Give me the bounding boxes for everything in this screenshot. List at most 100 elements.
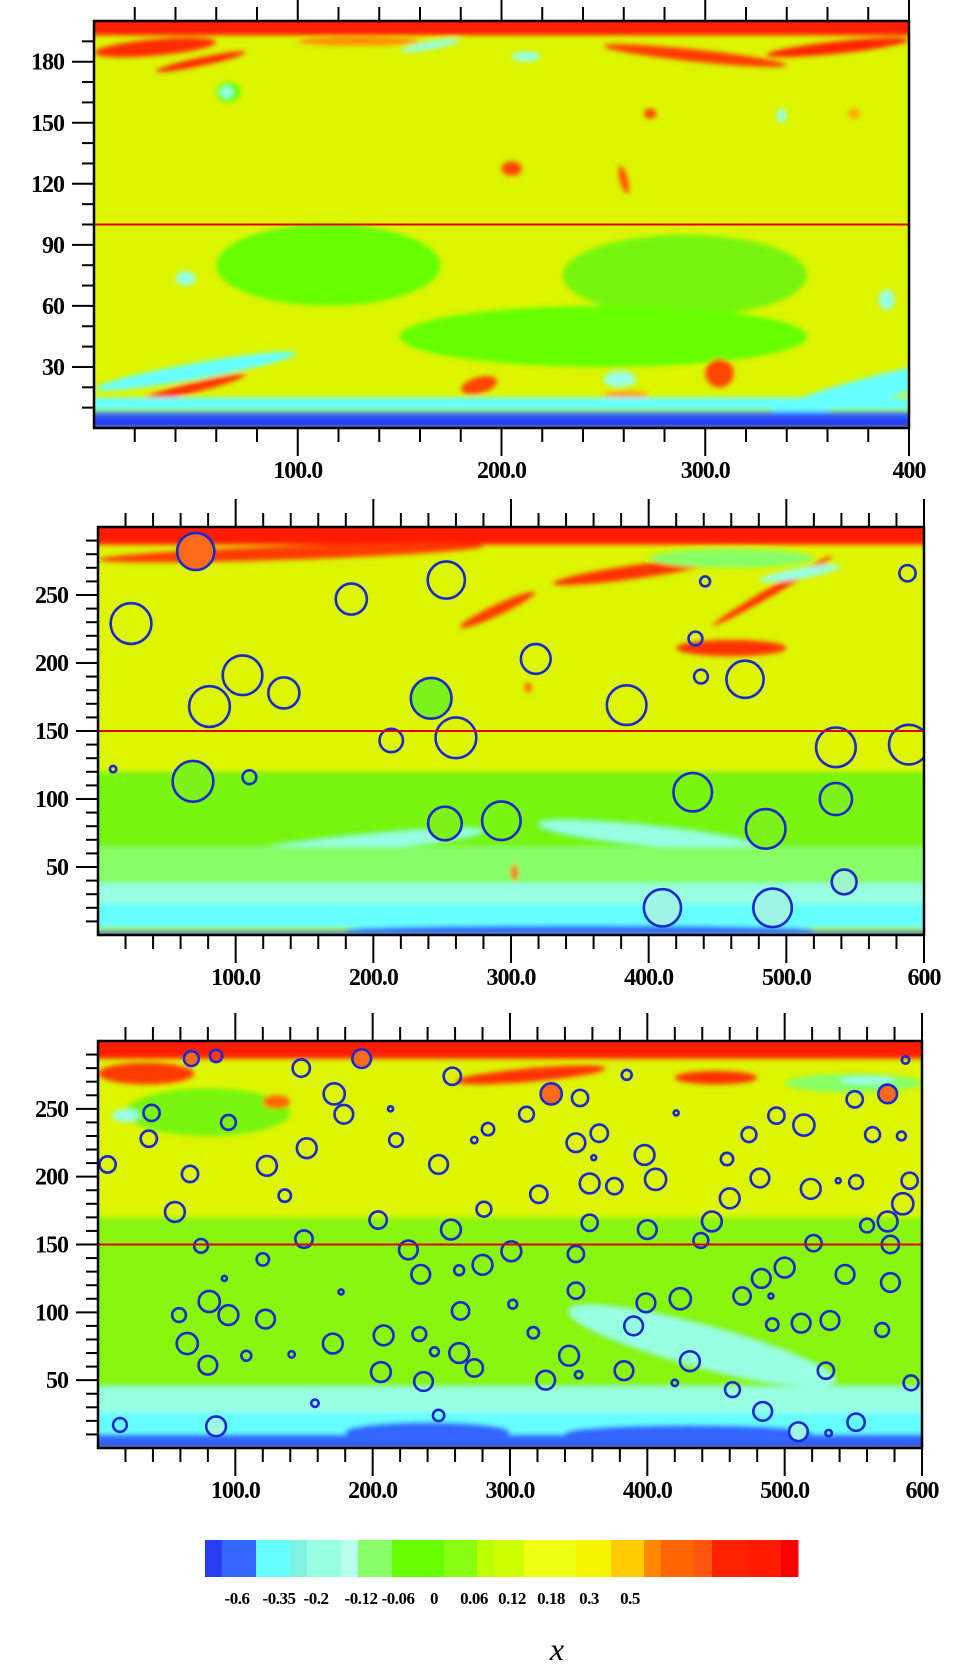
- particle-circle: [692, 668, 710, 685]
- particle-circle: [426, 805, 464, 842]
- y-tick-label: 180: [31, 50, 65, 76]
- x-tick-label: 100.0: [273, 458, 323, 484]
- particle-circle: [386, 1105, 395, 1113]
- particle-circle: [633, 1143, 656, 1167]
- particle-circle: [692, 1231, 710, 1250]
- particle-circle: [369, 1360, 393, 1384]
- particle-circle: [192, 1237, 210, 1255]
- particle-circle: [900, 1171, 920, 1191]
- x-tick-label: 100.0: [211, 1478, 261, 1504]
- colorbar-tick-label: 0.5: [620, 1589, 640, 1608]
- x-tick-label: 500.0: [760, 1478, 810, 1504]
- particle-circle: [565, 1132, 587, 1154]
- y-tick-label: 100: [35, 1300, 69, 1326]
- particle-circle: [687, 630, 704, 647]
- particle-circle: [426, 560, 467, 600]
- colorbar-segment: [358, 1540, 393, 1577]
- colorbar-segment: [444, 1540, 478, 1577]
- colorbar-segment: [222, 1540, 257, 1577]
- particle-circle: [589, 1153, 598, 1162]
- particle-circle: [787, 1421, 810, 1443]
- particle-circle: [180, 1164, 200, 1184]
- particle-circle: [412, 1370, 435, 1393]
- x-tick-label: 400.0: [624, 965, 674, 991]
- particle-circle: [719, 1151, 735, 1167]
- colorbar: -0.6 -0.35 -0.2 -0.12 -0.06 0 0.06 0.12 0.18 0.3 0…: [205, 1540, 799, 1608]
- y-tick-label: 120: [31, 172, 65, 198]
- particle-circle: [847, 1173, 865, 1191]
- y-tick-label: 90: [42, 233, 65, 259]
- particle-circle: [175, 531, 216, 572]
- particle-circle: [740, 1125, 758, 1144]
- particle-circle: [636, 1218, 658, 1241]
- y-tick-label: 30: [42, 355, 65, 381]
- particle-circle: [291, 1058, 312, 1079]
- particle-circle: [846, 1412, 867, 1433]
- particle-circle: [220, 1274, 229, 1283]
- y-tick-label: 250: [35, 1097, 69, 1123]
- colorbar-variable-label: x: [549, 1631, 564, 1667]
- particle-circle: [170, 1306, 188, 1324]
- axes: [76, 499, 925, 963]
- particle-circle: [732, 1286, 753, 1307]
- particle-circle: [819, 1309, 841, 1332]
- colorbar-segment: [256, 1540, 291, 1577]
- particle-circle: [830, 868, 858, 896]
- particle-circle: [217, 1303, 240, 1327]
- colorbar-segment: [392, 1540, 445, 1577]
- particle-circle: [447, 1341, 471, 1365]
- axes: [76, 1013, 923, 1476]
- particle-circle: [372, 1324, 395, 1347]
- particle-circle: [469, 1135, 479, 1145]
- particle-circle: [834, 1176, 843, 1185]
- particle-circle: [566, 1244, 586, 1264]
- particle-circle: [475, 1200, 493, 1218]
- particle-circle: [773, 1256, 796, 1279]
- panel-middle-contour-plot: 100.0 200.0 300.0 400.0 500.0 600 50 100 150 200 2…: [35, 499, 943, 991]
- particle-circle: [428, 1345, 441, 1358]
- particle-circle: [578, 1172, 601, 1195]
- particle-circle: [334, 582, 369, 616]
- particle-circle: [580, 1213, 600, 1233]
- colorbar-segment: [712, 1540, 748, 1577]
- particle-circle: [471, 1253, 494, 1277]
- x-tick-label: 600: [906, 1478, 940, 1504]
- colorbar-segment: [494, 1540, 525, 1577]
- particle-circle: [427, 1153, 450, 1176]
- particle-circle: [890, 1191, 915, 1216]
- particle-circle: [108, 764, 118, 774]
- particle-circle: [208, 1048, 224, 1064]
- particle-circle: [698, 575, 712, 588]
- x-tick-label: 300.0: [486, 1478, 536, 1504]
- particle-circle: [589, 1123, 610, 1144]
- panel-bottom-contour-plot: 100.0 200.0 300.0 400.0 500.0 600 50 100 150 200 2…: [35, 1013, 941, 1504]
- particle-circle: [254, 1308, 277, 1330]
- particle-circle: [898, 563, 917, 583]
- particle-circle: [219, 1113, 238, 1132]
- colorbar-segment: [694, 1540, 713, 1577]
- colorbar-segment: [661, 1540, 695, 1577]
- particle-circle: [431, 1408, 446, 1423]
- particle-circle: [668, 1286, 693, 1311]
- particle-circles: [98, 1047, 920, 1443]
- particle-circle: [566, 1281, 586, 1301]
- particle-circle: [294, 1229, 314, 1250]
- colorbar-segment: [747, 1540, 782, 1577]
- y-tick-label: 150: [35, 1233, 69, 1259]
- particle-circle: [799, 1177, 822, 1201]
- particle-circle: [749, 1167, 771, 1189]
- y-tick-label: 50: [46, 1368, 69, 1394]
- particle-circle: [604, 1176, 624, 1196]
- particle-circle: [182, 1049, 201, 1068]
- particle-circle: [255, 1154, 279, 1178]
- x-tick-label: 300.0: [487, 965, 537, 991]
- colorbar-segment: [611, 1540, 645, 1577]
- colorbar-segment: [781, 1540, 799, 1577]
- particle-circle: [439, 1218, 463, 1241]
- particle-circle: [900, 1054, 911, 1066]
- particle-circle: [876, 1210, 899, 1233]
- particle-circle: [620, 1068, 633, 1082]
- colorbar-tick-label: 0: [430, 1589, 438, 1608]
- particle-circle: [517, 1105, 536, 1123]
